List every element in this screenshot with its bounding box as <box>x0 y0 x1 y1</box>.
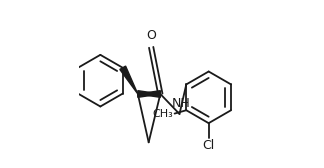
Text: O: O <box>146 29 156 42</box>
Text: Cl: Cl <box>202 139 215 152</box>
Text: NH: NH <box>172 97 191 111</box>
Polygon shape <box>138 91 160 97</box>
Text: CH₃: CH₃ <box>152 109 173 119</box>
Polygon shape <box>138 91 160 97</box>
Polygon shape <box>120 66 138 94</box>
